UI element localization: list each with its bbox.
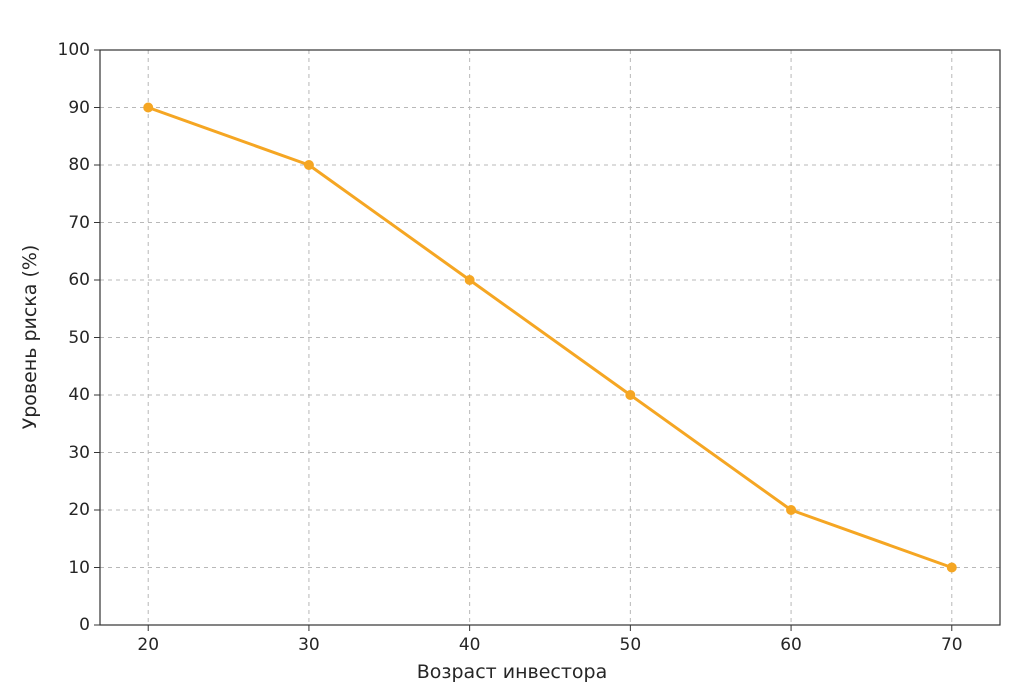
chart-container: Зависимость уровня риска от возраста инв… [0,0,1024,694]
data-marker [144,103,153,112]
x-tick-label: 60 [780,635,802,655]
x-tick-label: 20 [137,635,159,655]
data-marker [947,563,956,572]
y-tick-label: 60 [55,270,90,290]
x-axis-label: Возраст инвестора [0,661,1024,683]
data-marker [304,161,313,170]
y-tick-label: 80 [55,155,90,175]
data-marker [465,276,474,285]
x-tick-label: 30 [298,635,320,655]
y-tick-label: 10 [55,558,90,578]
chart-svg [0,0,1024,694]
y-tick-label: 20 [55,500,90,520]
x-tick-label: 40 [459,635,481,655]
x-tick-label: 70 [941,635,963,655]
y-tick-label: 50 [55,328,90,348]
x-tick-label: 50 [620,635,642,655]
y-tick-label: 40 [55,385,90,405]
y-tick-label: 0 [55,615,90,635]
y-tick-label: 70 [55,213,90,233]
y-tick-label: 100 [55,40,90,60]
data-marker [626,391,635,400]
y-axis-label: Уровень риска (%) [19,237,41,437]
y-tick-label: 90 [55,98,90,118]
y-tick-label: 30 [55,443,90,463]
data-marker [787,506,796,515]
